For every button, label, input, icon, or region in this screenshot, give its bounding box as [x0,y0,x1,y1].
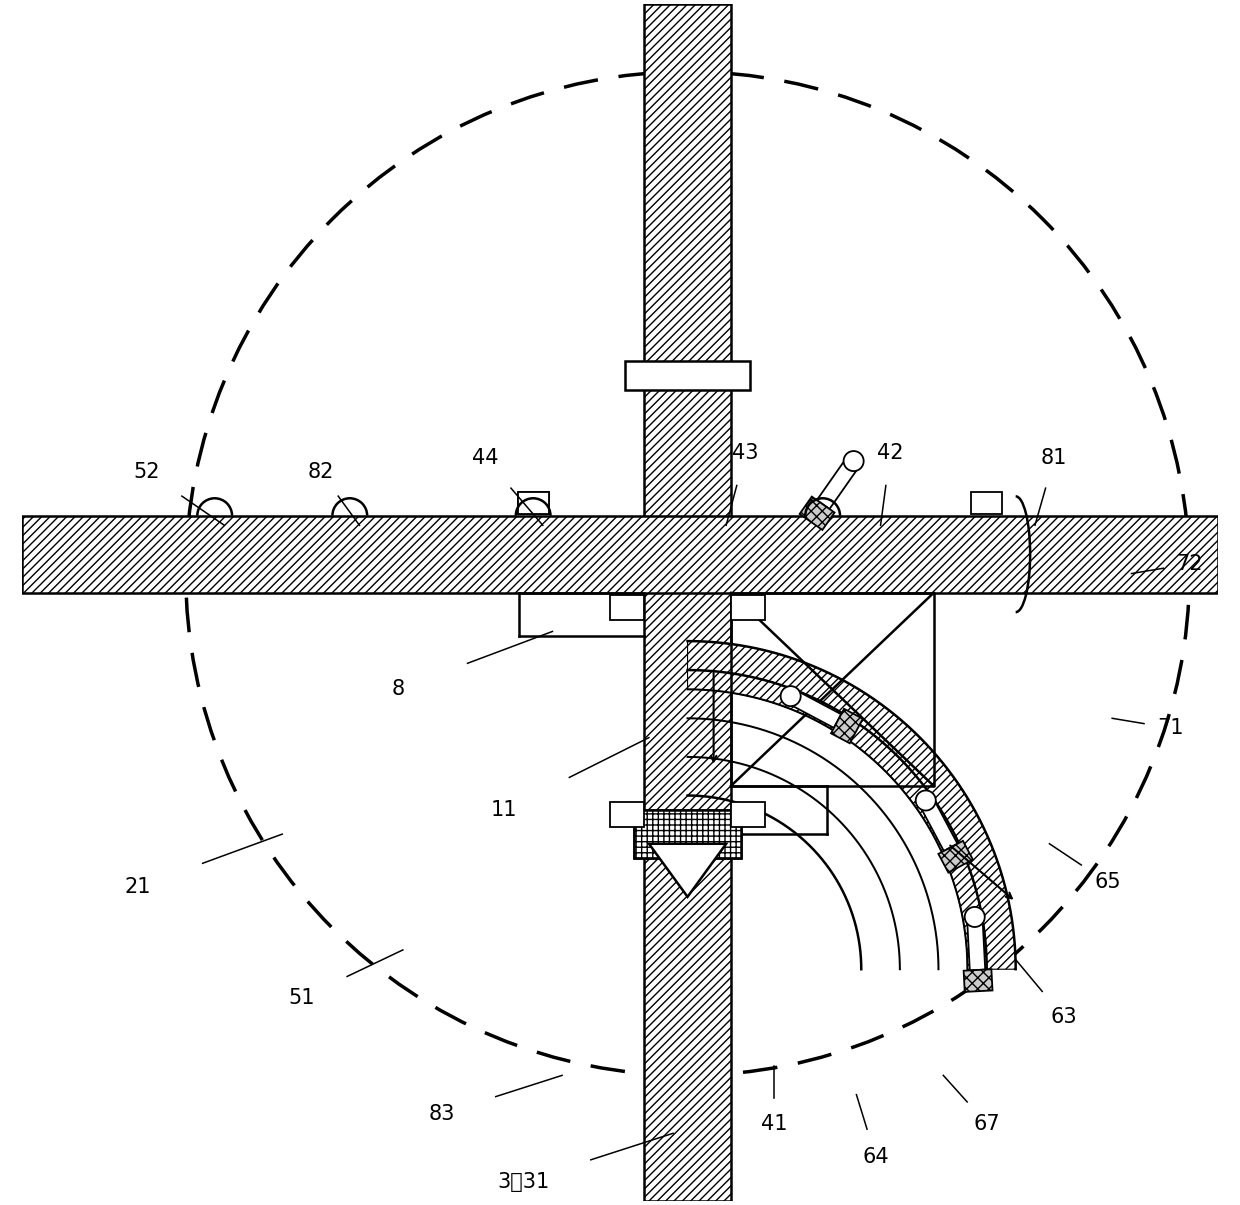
Bar [518,493,548,513]
Text: 72: 72 [1176,554,1203,574]
Text: 51: 51 [288,988,315,1009]
Polygon shape [649,844,727,897]
Text: 67: 67 [973,1113,999,1134]
Bar [21,516,1219,593]
Text: 64: 64 [863,1147,889,1168]
Text: 8: 8 [392,680,404,699]
Text: 82: 82 [308,463,334,482]
Polygon shape [787,689,841,728]
Bar [635,810,740,858]
Text: 71: 71 [1157,718,1183,737]
Polygon shape [939,841,973,872]
Text: 11: 11 [491,800,517,819]
Text: 81: 81 [1042,448,1068,468]
Bar [971,493,1002,513]
Text: 65: 65 [1094,872,1121,893]
Circle shape [781,686,801,706]
Polygon shape [967,917,986,970]
Circle shape [915,790,936,811]
Bar [610,803,644,828]
Text: 52: 52 [134,463,160,482]
Text: 41: 41 [761,1113,787,1134]
Polygon shape [687,641,1016,969]
Bar [518,493,548,513]
Bar [732,595,765,619]
Polygon shape [817,457,861,509]
Circle shape [843,451,863,471]
Text: 43: 43 [732,443,759,463]
Polygon shape [963,969,992,992]
Bar [610,595,644,619]
Polygon shape [800,496,835,530]
Text: 44: 44 [471,448,498,468]
Text: 63: 63 [1050,1007,1078,1028]
Circle shape [965,907,985,927]
Bar [732,803,765,828]
Text: 21: 21 [124,877,151,898]
Bar [625,362,750,390]
Text: 42: 42 [877,443,904,463]
Polygon shape [831,709,863,743]
Bar [635,810,740,858]
Polygon shape [919,797,957,851]
Text: 83: 83 [428,1104,455,1124]
Text: 3、31: 3、31 [497,1171,549,1192]
Bar [644,4,732,1201]
